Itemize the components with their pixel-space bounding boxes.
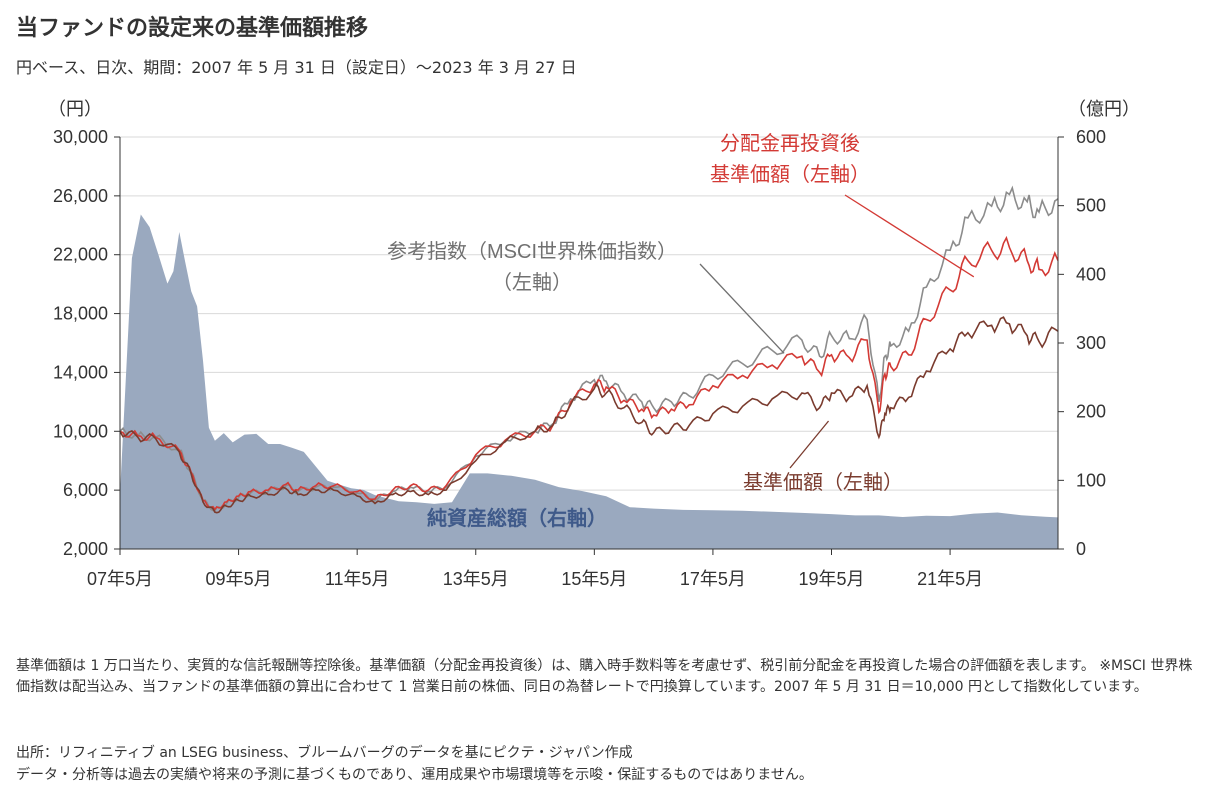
x-tick-label: 19年5月	[798, 569, 864, 589]
x-tick-label: 07年5月	[87, 569, 153, 589]
y-left-tick-label: 6,000	[63, 480, 108, 500]
y-right-tick-label: 500	[1076, 196, 1106, 216]
nav-line	[119, 316, 1059, 514]
y-right-tick-label: 400	[1076, 264, 1106, 284]
msci-annotation-label: （左軸）	[492, 271, 572, 294]
x-tick-label: 09年5月	[206, 569, 272, 589]
msci-annotation-label: 参考指数（MSCI世界株価指数）	[387, 240, 677, 263]
y-right-tick-label: 0	[1076, 539, 1086, 559]
x-tick-label: 17年5月	[680, 569, 746, 589]
y-right-tick-label: 300	[1076, 333, 1106, 353]
y-left-tick-label: 14,000	[53, 362, 108, 382]
reinvested-annotation-label: 分配金再投資後	[720, 132, 860, 155]
nav-annotation-label: 基準価額（左軸）	[743, 471, 903, 494]
net-assets-area	[120, 214, 1058, 549]
y-left-tick-label: 26,000	[53, 186, 108, 206]
chart-area: 2,000 6,000 10,000 14,000 18,000 22,000 26,000…	[48, 99, 1140, 589]
msci-annotation-leader	[699, 263, 785, 354]
x-tick-label: 21年5月	[917, 569, 983, 589]
y-right-tick-label: 100	[1076, 470, 1106, 490]
reinvested-annotation-label: 基準価額（左軸）	[710, 163, 870, 186]
y-right-tick-label: 600	[1076, 127, 1106, 147]
source-block: 出所：リフィニティブ an LSEG business、ブルームバーグのデータを…	[16, 742, 1196, 786]
y-left-unit-label: （円）	[48, 99, 102, 119]
chart-title: 当ファンドの設定来の基準価額推移	[16, 16, 369, 41]
x-tick-label: 15年5月	[561, 569, 627, 589]
y-left-tick-label: 22,000	[53, 245, 108, 265]
source-line: 出所：リフィニティブ an LSEG business、ブルームバーグのデータを…	[16, 745, 633, 761]
net-assets-annotation-label: 純資産総額（右軸）	[427, 506, 607, 530]
nav-annotation-leader	[789, 420, 830, 469]
chart-notes: 基準価額は 1 万口当たり、実質的な信託報酬等控除後。基準価額（分配金再投資後）…	[16, 658, 1193, 695]
y-left-tick-label: 18,000	[53, 304, 108, 324]
y-left-tick-label: 10,000	[53, 421, 108, 441]
y-left-tick-label: 30,000	[53, 127, 108, 147]
reinvested-annotation-leader	[844, 194, 975, 278]
y-right-unit-label: （億円）	[1068, 99, 1140, 119]
y-right-tick-label: 200	[1076, 402, 1106, 422]
reinvested-nav-line	[119, 235, 1059, 511]
x-tick-label: 13年5月	[443, 569, 509, 589]
chart-subtitle: 円ベース、日次、期間：2007 年 5 月 31 日（設定日）～2023 年 3…	[16, 58, 577, 77]
disclaimer-line: データ・分析等は過去の実績や将来の予測に基づくものであり、運用成果や市場環境等を…	[16, 767, 813, 783]
x-tick-label: 11年5月	[325, 569, 390, 589]
y-left-tick-label: 2,000	[63, 539, 108, 559]
